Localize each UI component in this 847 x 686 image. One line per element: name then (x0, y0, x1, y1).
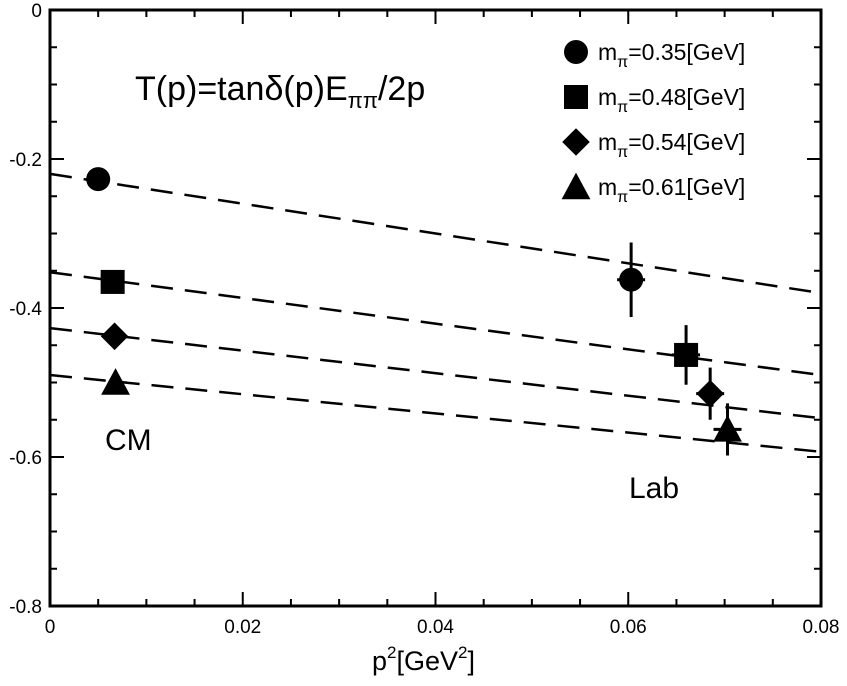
x-axis-label: p2[GeV2] (372, 643, 475, 676)
formula-annotation: T(p)=tanδ(p)Eππ/2p (135, 70, 425, 113)
legend: mπ=0.35[GeV] mπ=0.48[GeV] mπ=0.54[GeV] mπ=0… (561, 39, 745, 206)
legend-label: mπ=0.48[GeV] (598, 84, 745, 116)
fit-line (49, 271, 822, 377)
data-point-circle (619, 267, 644, 292)
data-point-triangle (101, 368, 130, 395)
legend-label: mπ=0.35[GeV] (598, 39, 745, 71)
legend-marker-circle (564, 40, 588, 64)
x-tick-label: 0.04 (417, 617, 454, 638)
y-tick-label: 0 (31, 1, 42, 22)
axis-ticks (49, 9, 822, 607)
x-tick-label: 0 (45, 617, 56, 638)
fit-line (49, 172, 822, 295)
legend-label: mπ=0.54[GeV] (598, 129, 745, 161)
data-point-triangle (713, 415, 742, 442)
data-point-circle (86, 167, 111, 192)
cm-annotation: CM (105, 424, 152, 457)
legend-label: mπ=0.61[GeV] (598, 174, 745, 206)
legend-marker-diamond (562, 128, 590, 156)
y-tick-label: -0.4 (9, 299, 42, 320)
tick-labels: 0 0.02 0.04 0.06 0.08 0 -0.2 -0.4 -0.6 -0.8 (9, 1, 839, 638)
legend-marker-square (564, 85, 588, 109)
fit-lines (49, 172, 822, 454)
data-point-diamond (696, 379, 724, 408)
legend-marker-triangle (561, 172, 591, 200)
x-tick-label: 0.08 (803, 617, 840, 638)
y-tick-label: -0.6 (9, 448, 42, 469)
x-tick-label: 0.02 (224, 617, 261, 638)
fit-line (49, 326, 822, 420)
x-tick-label: 0.06 (610, 617, 647, 638)
fit-line (49, 373, 822, 454)
data-point-square (674, 342, 699, 367)
data-points (86, 167, 742, 456)
y-tick-label: -0.2 (9, 150, 42, 171)
y-tick-label: -0.8 (9, 597, 42, 618)
data-point-diamond (100, 322, 129, 351)
data-point-square (100, 269, 125, 294)
lab-annotation: Lab (629, 472, 679, 505)
